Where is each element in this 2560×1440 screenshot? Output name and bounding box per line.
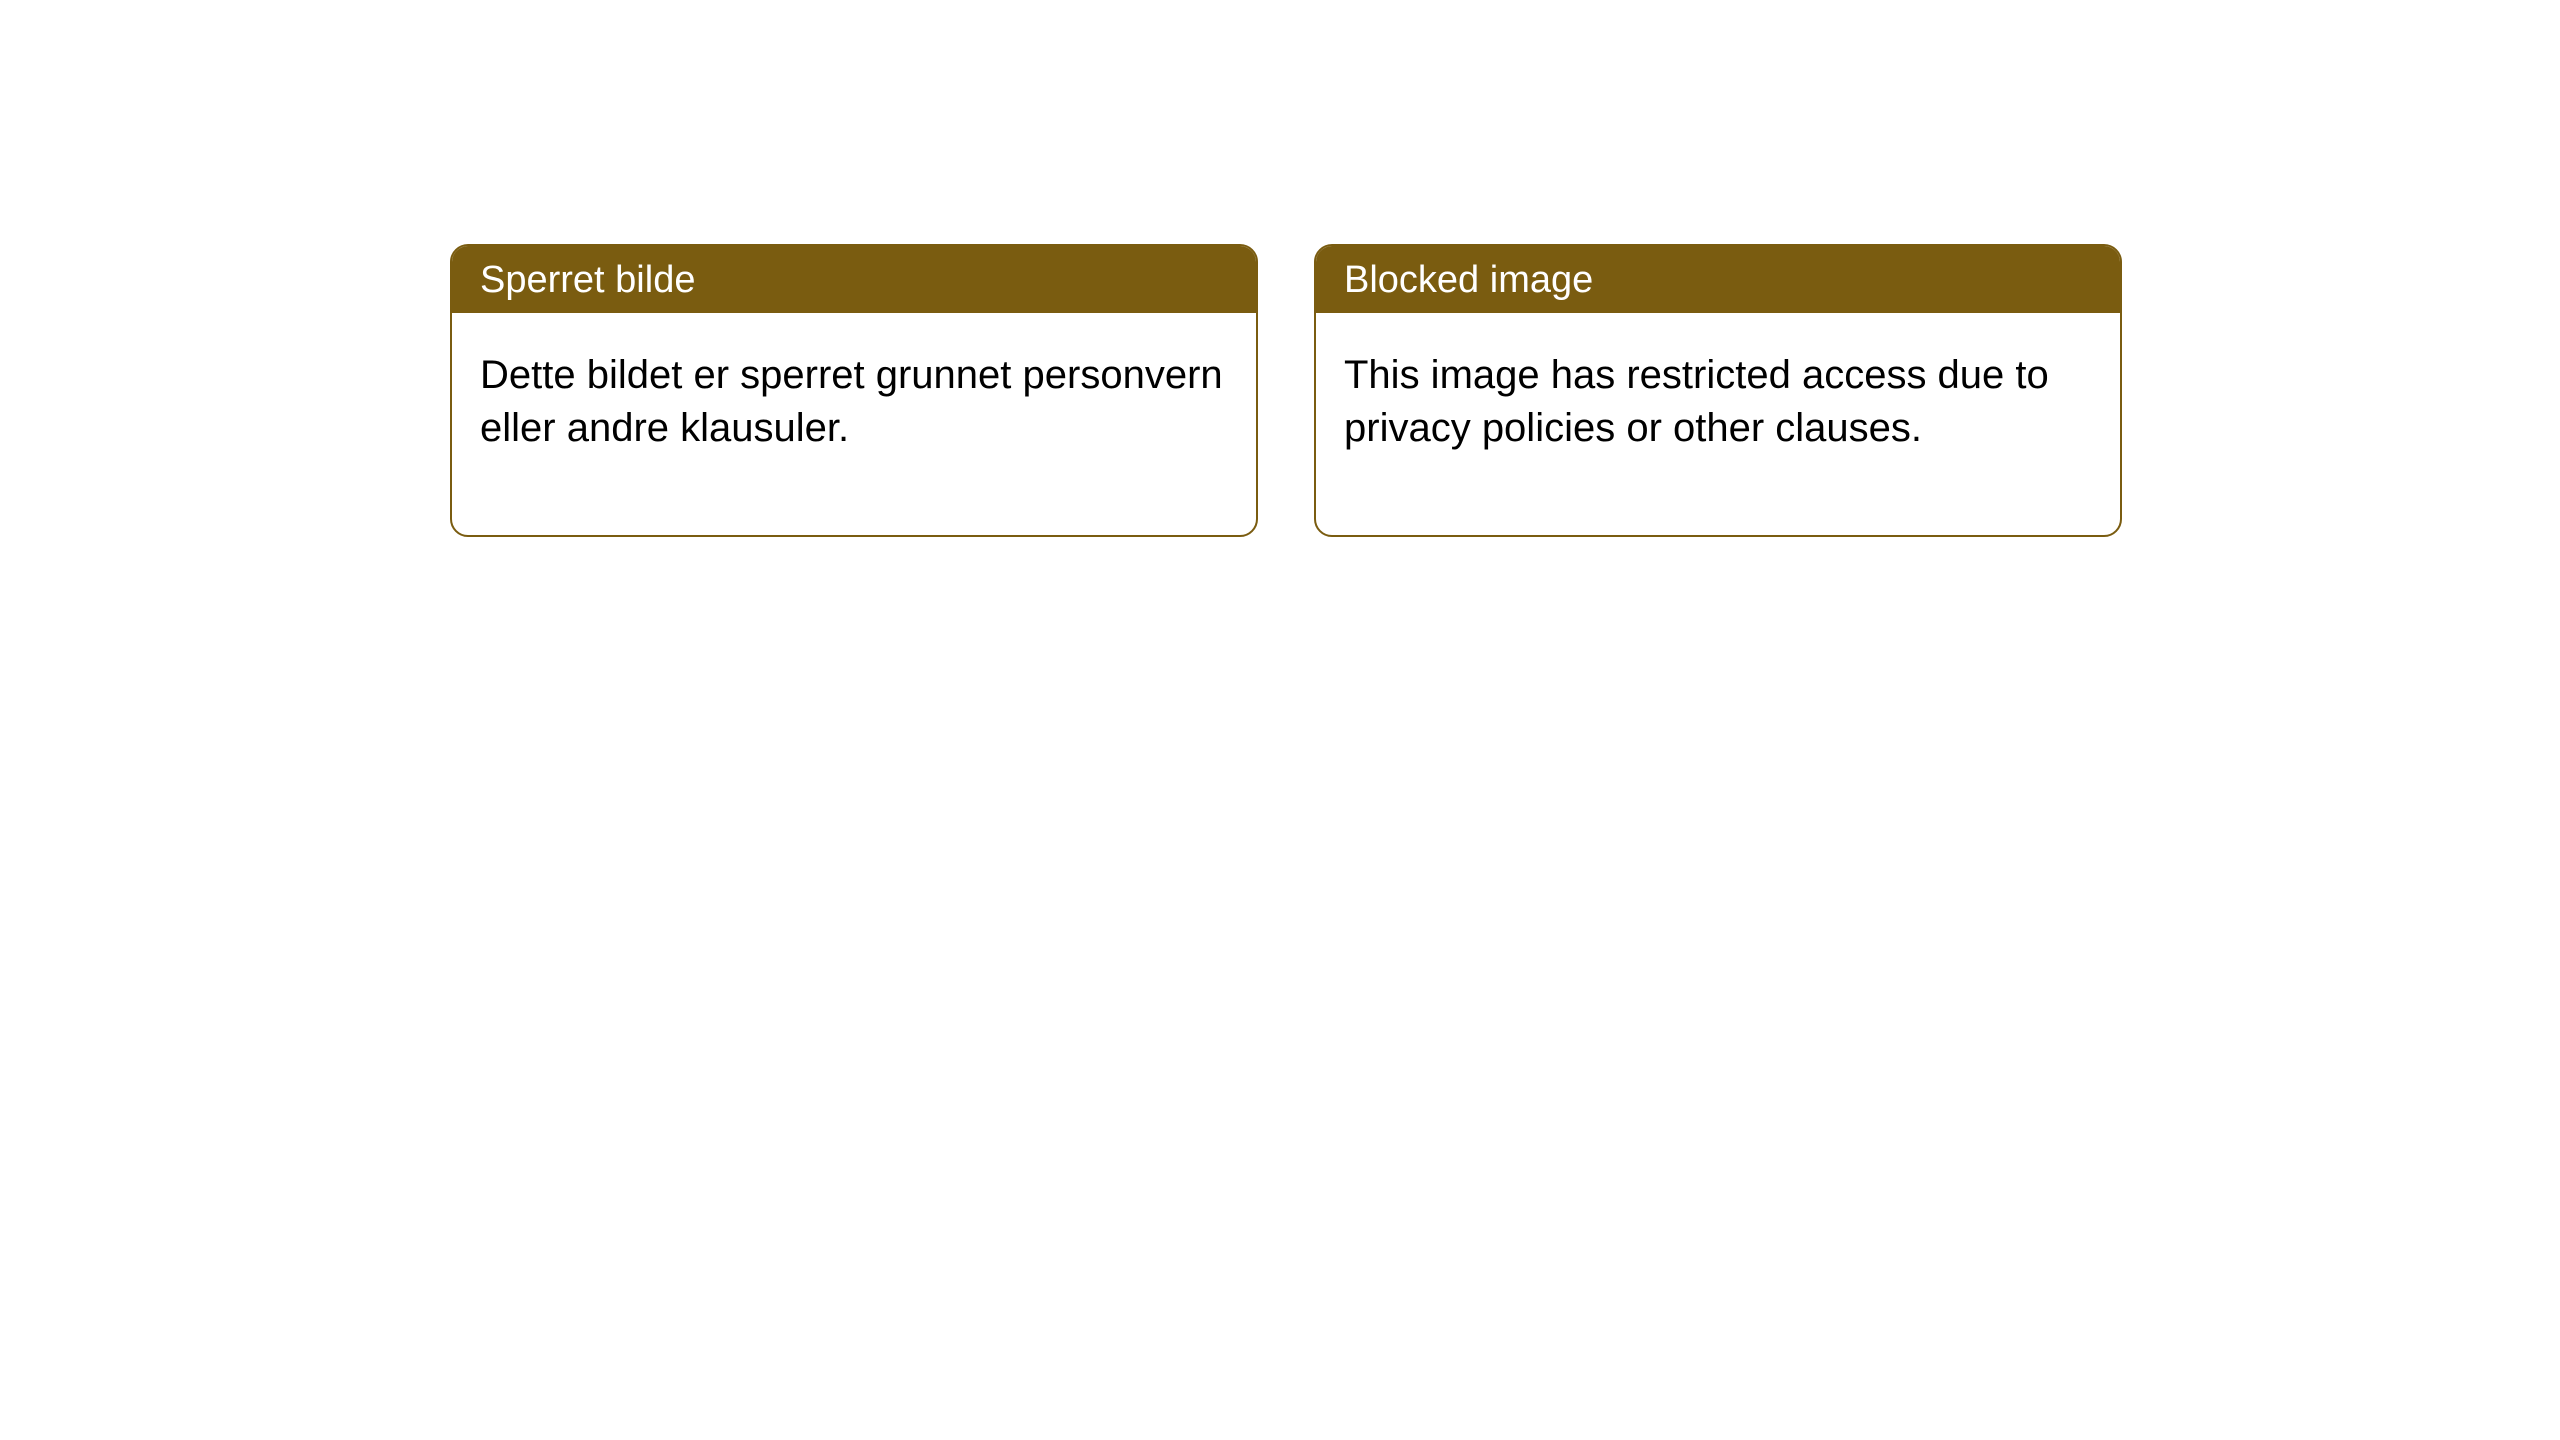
card-body: This image has restricted access due to … <box>1316 313 2120 535</box>
notice-card-norwegian: Sperret bilde Dette bildet er sperret gr… <box>450 244 1258 537</box>
card-body: Dette bildet er sperret grunnet personve… <box>452 313 1256 535</box>
card-header: Sperret bilde <box>452 246 1256 313</box>
card-body-text: Dette bildet er sperret grunnet personve… <box>480 353 1223 450</box>
card-title: Blocked image <box>1344 259 1593 301</box>
card-body-text: This image has restricted access due to … <box>1344 353 2049 450</box>
card-title: Sperret bilde <box>480 259 695 301</box>
notice-container: Sperret bilde Dette bildet er sperret gr… <box>0 0 2560 537</box>
notice-card-english: Blocked image This image has restricted … <box>1314 244 2122 537</box>
card-header: Blocked image <box>1316 246 2120 313</box>
